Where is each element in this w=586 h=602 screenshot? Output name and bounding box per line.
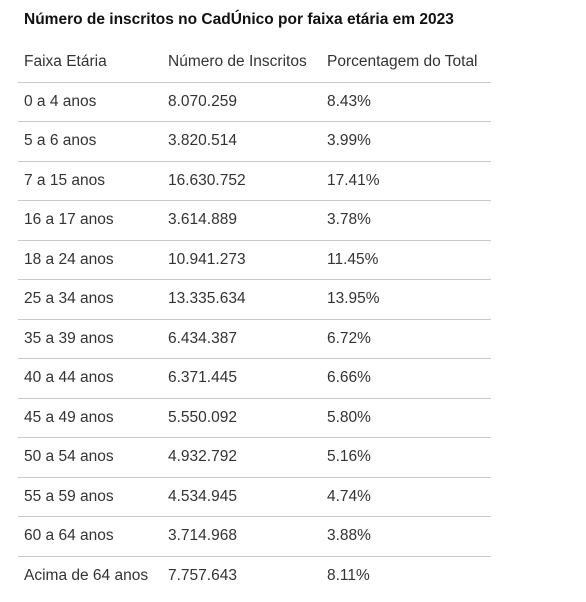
cell-enrollees: 3.714.968 bbox=[162, 516, 321, 557]
cell-enrollees: 6.434.387 bbox=[162, 319, 321, 359]
table-row: 55 a 59 anos 4.534.945 4.74% bbox=[18, 477, 491, 517]
table-row: 35 a 39 anos 6.434.387 6.72% bbox=[18, 319, 491, 359]
cell-age-range: 35 a 39 anos bbox=[18, 319, 162, 359]
cell-enrollees: 8.070.259 bbox=[162, 82, 321, 122]
header-enrollees: Número de Inscritos bbox=[162, 42, 321, 83]
table-header-row: Faixa Etária Número de Inscritos Porcent… bbox=[18, 42, 491, 83]
table-row: 16 a 17 anos 3.614.889 3.78% bbox=[18, 200, 491, 241]
table-row: 45 a 49 anos 5.550.092 5.80% bbox=[18, 398, 491, 438]
table-row: 50 a 54 anos 4.932.792 5.16% bbox=[18, 437, 491, 478]
table-body: 0 a 4 anos 8.070.259 8.43% 5 a 6 anos 3.820.… bbox=[18, 82, 491, 596]
table-row: Acima de 64 anos 7.757.643 8.11% bbox=[18, 556, 491, 596]
cell-age-range: 25 a 34 anos bbox=[18, 279, 162, 320]
header-age-range: Faixa Etária bbox=[18, 42, 162, 83]
table-title: Número de inscritos no CadÚnico por faix… bbox=[24, 11, 454, 28]
cell-age-range: Acima de 64 anos bbox=[24, 567, 149, 584]
table-row: 60 a 64 anos 3.714.968 3.88% bbox=[18, 516, 491, 557]
table-row: 7 a 15 anos 16.630.752 17.41% bbox=[18, 161, 491, 201]
cell-enrollees: 4.932.792 bbox=[162, 437, 321, 478]
cell-percentage: 4.74% bbox=[321, 477, 491, 517]
cell-age-range: 45 a 49 anos bbox=[18, 398, 162, 438]
cell-enrollees: 13.335.634 bbox=[162, 279, 321, 320]
cell-age-range: 50 a 54 anos bbox=[18, 437, 162, 478]
cell-percentage: 13.95% bbox=[321, 279, 491, 320]
cell-age-range: 60 a 64 anos bbox=[18, 516, 162, 557]
cell-percentage: 11.45% bbox=[321, 240, 491, 280]
cell-enrollees: 5.550.092 bbox=[162, 398, 321, 438]
cell-enrollees: 10.941.273 bbox=[162, 240, 321, 280]
cell-percentage: 5.80% bbox=[321, 398, 491, 438]
cell-age-range: 55 a 59 anos bbox=[18, 477, 162, 517]
header-percentage: Porcentagem do Total bbox=[321, 42, 491, 83]
cell-percentage: 6.66% bbox=[321, 358, 491, 399]
cell-enrollees: 4.534.945 bbox=[162, 477, 321, 517]
age-group-table: Faixa Etária Número de Inscritos Porcent… bbox=[18, 42, 491, 596]
cell-enrollees: 16.630.752 bbox=[162, 161, 321, 201]
cell-percentage: 3.88% bbox=[321, 516, 491, 557]
cell-percentage: 3.99% bbox=[321, 121, 491, 162]
table-row: 5 a 6 anos 3.820.514 3.99% bbox=[18, 121, 491, 162]
cell-age-range: 0 a 4 anos bbox=[18, 82, 162, 122]
cell-percentage: 8.11% bbox=[327, 567, 370, 584]
cell-enrollees: 3.614.889 bbox=[162, 200, 321, 241]
table-row: 0 a 4 anos 8.070.259 8.43% bbox=[18, 82, 491, 122]
cell-age-range: 18 a 24 anos bbox=[18, 240, 162, 280]
cell-age-range: 40 a 44 anos bbox=[18, 358, 162, 399]
cell-age-range: 7 a 15 anos bbox=[18, 161, 162, 201]
cell-percentage: 3.78% bbox=[321, 200, 491, 241]
cell-percentage: 8.43% bbox=[321, 82, 491, 122]
cell-percentage: 5.16% bbox=[321, 437, 491, 478]
cell-age-range: 5 a 6 anos bbox=[18, 121, 162, 162]
cell-enrollees: 3.820.514 bbox=[162, 121, 321, 162]
table-row: 18 a 24 anos 10.941.273 11.45% bbox=[18, 240, 491, 280]
table-row: 25 a 34 anos 13.335.634 13.95% bbox=[18, 279, 491, 320]
cell-percentage: 17.41% bbox=[321, 161, 491, 201]
cell-age-range: 16 a 17 anos bbox=[18, 200, 162, 241]
cell-percentage: 6.72% bbox=[321, 319, 491, 359]
cell-enrollees: 7.757.643 bbox=[168, 567, 237, 584]
cell-enrollees: 6.371.445 bbox=[162, 358, 321, 399]
table-row: 40 a 44 anos 6.371.445 6.66% bbox=[18, 358, 491, 399]
